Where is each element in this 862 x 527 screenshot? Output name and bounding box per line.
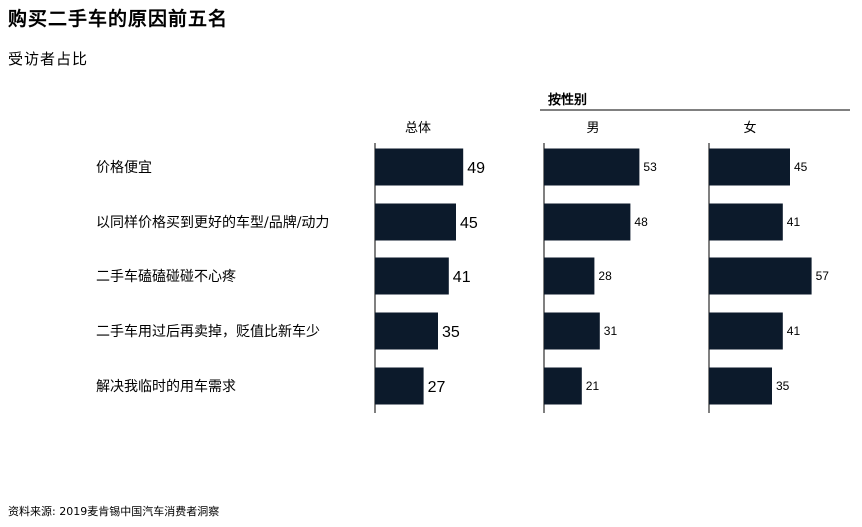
series-header: 男 xyxy=(586,121,599,136)
category-label: 二手车磕磕碰碰不心疼 xyxy=(96,268,236,285)
series-header: 总体 xyxy=(405,121,431,136)
category-labels: 价格便宜以同样价格买到更好的车型/品牌/动力二手车磕磕碰碰不心疼二手车用过后再卖… xyxy=(96,160,329,395)
series-panel: 总体 49 45 41 35 27 xyxy=(374,121,485,413)
bar-value-label: 45 xyxy=(794,160,808,174)
bar xyxy=(709,367,772,405)
bar xyxy=(544,148,640,186)
bar xyxy=(375,148,464,186)
bar-value-label: 31 xyxy=(604,324,618,338)
bar-value-label: 45 xyxy=(460,215,478,232)
bar-value-label: 48 xyxy=(634,215,648,229)
bar xyxy=(709,312,783,350)
bar-value-label: 49 xyxy=(467,160,485,177)
bar-value-label: 53 xyxy=(643,160,657,174)
bar xyxy=(544,257,595,295)
bar-value-label: 28 xyxy=(598,269,612,283)
source-note: 资料来源: 2019麦肯锡中国汽车消费者洞察 xyxy=(8,505,220,518)
bar xyxy=(375,257,449,295)
bar xyxy=(709,257,812,295)
category-label: 二手车用过后再卖掉，贬值比新车少 xyxy=(96,323,320,340)
category-label: 价格便宜 xyxy=(96,160,152,176)
series-panel: 男 53 48 28 31 21 xyxy=(543,121,657,413)
bar xyxy=(709,148,790,186)
chart-title: 购买二手车的原因前五名 xyxy=(8,8,229,30)
bar-value-label: 35 xyxy=(442,324,460,341)
bar-value-label: 57 xyxy=(816,269,830,283)
bar xyxy=(375,312,438,350)
bar xyxy=(544,203,631,241)
bar-value-label: 21 xyxy=(586,379,600,393)
chart-subtitle: 受访者占比 xyxy=(8,50,89,68)
chart-panels: 总体 49 45 41 35 27 男 53 48 28 31 21 女 45 41 57 41 35 xyxy=(374,120,830,413)
category-label: 解决我临时的用车需求 xyxy=(96,378,236,395)
bar-value-label: 35 xyxy=(776,379,790,393)
bar xyxy=(544,367,582,405)
bar xyxy=(375,203,456,241)
group-header-gender: 按性别 xyxy=(548,92,587,108)
bar-value-label: 41 xyxy=(453,269,471,286)
category-label: 以同样价格买到更好的车型/品牌/动力 xyxy=(96,214,329,231)
series-panel: 女 45 41 57 41 35 xyxy=(708,120,830,413)
bar xyxy=(375,367,424,405)
bar xyxy=(544,312,600,350)
bar-value-label: 41 xyxy=(787,324,801,338)
bar xyxy=(709,203,783,241)
bar-value-label: 41 xyxy=(787,215,801,229)
bar-value-label: 27 xyxy=(428,379,446,396)
series-header: 女 xyxy=(743,120,756,136)
